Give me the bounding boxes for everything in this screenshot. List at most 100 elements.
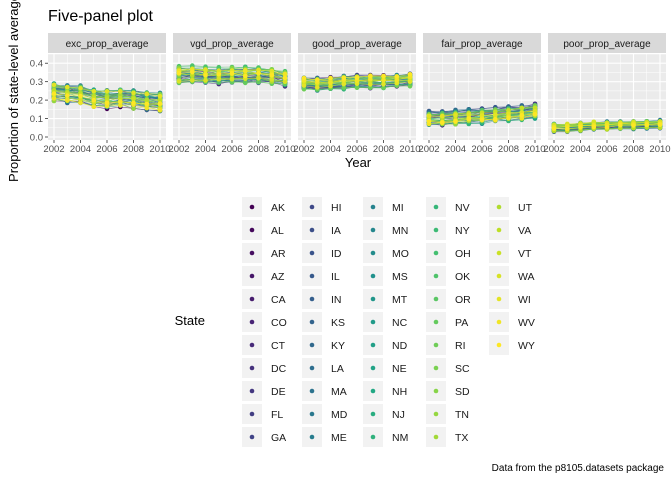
legend-label: CA <box>271 294 286 306</box>
legend-item-NE: NE <box>363 358 407 378</box>
legend-swatch <box>370 273 376 279</box>
legend-label: DE <box>271 386 286 398</box>
legend-swatch <box>496 250 502 256</box>
x-tick-label: 2002 <box>543 144 564 155</box>
legend-label: NC <box>392 317 408 329</box>
point-WI <box>426 113 432 119</box>
point-WY <box>282 75 288 81</box>
legend-item-MT: MT <box>363 289 408 309</box>
point-RI <box>301 86 307 92</box>
x-tick-label: 2010 <box>274 144 295 155</box>
strip-background <box>548 33 666 53</box>
point-WY <box>519 113 525 118</box>
legend-item-KY: KY <box>302 335 345 355</box>
legend-swatch <box>249 250 255 256</box>
point-WY <box>479 117 485 123</box>
point-PA <box>256 79 261 85</box>
point-WI <box>203 67 208 72</box>
legend-label: AL <box>271 225 284 237</box>
legend-item-FL: FL <box>242 404 283 424</box>
point-WY <box>216 72 222 77</box>
point-WI <box>51 82 57 88</box>
legend-item-LA: LA <box>302 358 344 378</box>
legend-swatch <box>496 204 502 210</box>
panel-exc_prop_average: exc_prop_average 2002 2004 2006 2008 2010 <box>43 33 171 155</box>
x-axis-title: Year <box>345 155 372 170</box>
x-tick-label: 2006 <box>596 144 617 155</box>
legend-label: IA <box>331 225 341 237</box>
point-WA <box>282 79 288 84</box>
point-WV <box>104 103 110 109</box>
point-TN <box>131 106 136 111</box>
point-WY <box>190 69 195 75</box>
panel-good_prop_average: good_prop_average 2002 2004 2006 2008 2010 <box>293 33 421 155</box>
panel-poor_prop_average: poor_prop_average 2002 2004 2006 2008 2010 <box>543 33 671 155</box>
point-RI <box>341 85 347 90</box>
legend-swatch <box>433 296 439 302</box>
point-WI <box>157 93 163 99</box>
point-WV <box>118 103 123 108</box>
legend-item-MD: MD <box>302 404 348 424</box>
point-WY <box>78 93 83 99</box>
legend-label: OH <box>455 248 471 260</box>
y-axis-title: Proportion of state-level average <box>6 0 21 182</box>
point-WY <box>144 101 150 107</box>
strip-background <box>423 33 541 53</box>
legend-label: OR <box>455 294 471 306</box>
point-WA <box>256 76 261 81</box>
point-WI <box>301 83 307 88</box>
x-tick-label: 2010 <box>524 144 545 155</box>
point-WY <box>157 101 163 106</box>
legend-swatch <box>249 342 255 348</box>
point-WY <box>493 117 498 122</box>
legend-swatch <box>370 342 376 348</box>
legend-item-CA: CA <box>242 289 286 309</box>
legend-label: MI <box>392 202 404 214</box>
point-VA <box>51 88 57 93</box>
point-WI <box>453 113 458 118</box>
y-tick-label: 0.1 <box>30 114 43 125</box>
point-WI <box>328 83 333 89</box>
y-tick-label: 0.2 <box>30 96 43 107</box>
point-WY <box>91 97 97 103</box>
legend-item-NM: NM <box>363 427 408 447</box>
legend-item-HI: HI <box>302 197 342 217</box>
legend-item-IL: IL <box>302 266 340 286</box>
legend-swatch <box>249 319 255 325</box>
point-WY <box>328 75 333 81</box>
point-WI <box>104 89 110 94</box>
legend-item-IA: IA <box>302 220 341 240</box>
legend-item-ME: ME <box>302 427 347 447</box>
strip-label: exc_prop_average <box>66 39 149 50</box>
point-RI <box>381 85 386 91</box>
point-WV <box>328 80 333 86</box>
point-WY <box>51 91 57 96</box>
legend-label: CO <box>271 317 287 329</box>
point-WY <box>618 122 623 128</box>
legend-swatch <box>496 273 502 279</box>
point-WY <box>394 74 400 79</box>
legend-swatch <box>309 227 315 233</box>
point-WI <box>216 68 222 73</box>
point-OK <box>216 64 222 70</box>
points <box>51 81 163 114</box>
legend-swatch <box>433 434 439 440</box>
x-tick-label: 2002 <box>43 144 64 155</box>
point-VT <box>532 105 538 111</box>
strip-label: vgd_prop_average <box>190 39 274 50</box>
point-WV <box>243 68 248 74</box>
legend-swatch <box>496 227 502 233</box>
point-WY <box>644 122 650 128</box>
legend-label: WY <box>518 340 535 352</box>
x-tick-label: 2006 <box>346 144 367 155</box>
x-tick-label: 2010 <box>649 144 670 155</box>
legend-swatch <box>370 388 376 394</box>
legend-item-CT: CT <box>242 335 286 355</box>
legend-label: HI <box>331 202 342 214</box>
point-WI <box>91 89 97 94</box>
x-tick-label: 2008 <box>373 144 394 155</box>
x-tick-label: 2002 <box>293 144 314 155</box>
point-WI <box>368 82 373 87</box>
legend-swatch <box>309 388 315 394</box>
